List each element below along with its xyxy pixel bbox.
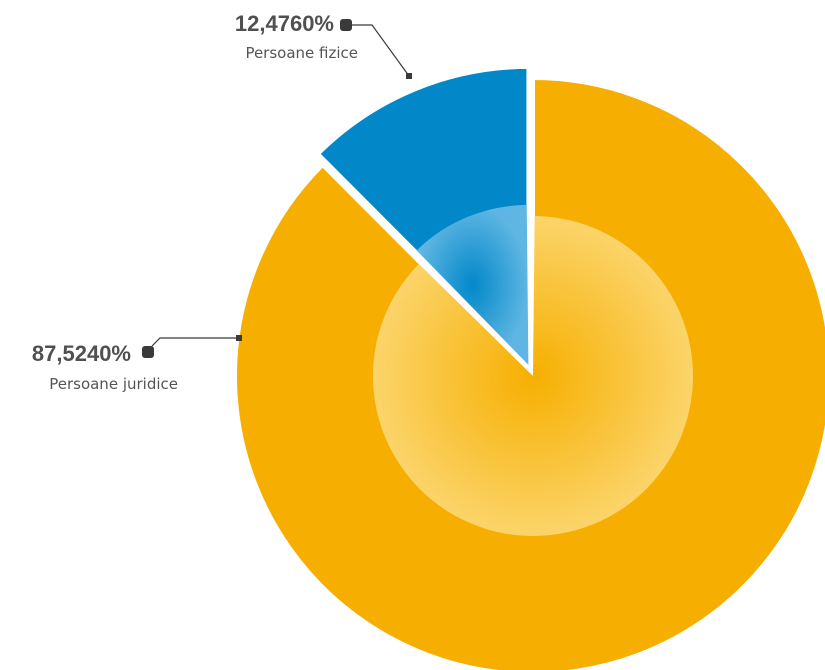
slice-persoane-fizice-highlight [416, 204, 529, 365]
slice-persoane-fizice[interactable] [315, 64, 531, 370]
leader-line [352, 24, 410, 77]
pie-callouts: 12,4760% Persoane fizice 87,5240% Persoane … [32, 11, 412, 393]
data-label-category: Persoane fizice [245, 44, 358, 62]
legend-marker [340, 19, 352, 31]
data-label-value: 87,5240% [32, 341, 131, 366]
data-label-value: 12,4760% [235, 11, 334, 36]
leader-line [151, 337, 239, 347]
pie-slices [233, 64, 825, 670]
leader-anchor [406, 73, 412, 79]
callout-persoane-fizice: 12,4760% Persoane fizice [235, 11, 412, 79]
slice-persoane-juridice-highlight [372, 216, 693, 536]
slice-persoane-juridice[interactable] [233, 75, 825, 670]
callout-persoane-juridice: 87,5240% Persoane juridice [32, 335, 242, 393]
leader-anchor [236, 335, 242, 341]
data-label-category: Persoane juridice [49, 375, 178, 393]
legend-marker [142, 346, 154, 358]
